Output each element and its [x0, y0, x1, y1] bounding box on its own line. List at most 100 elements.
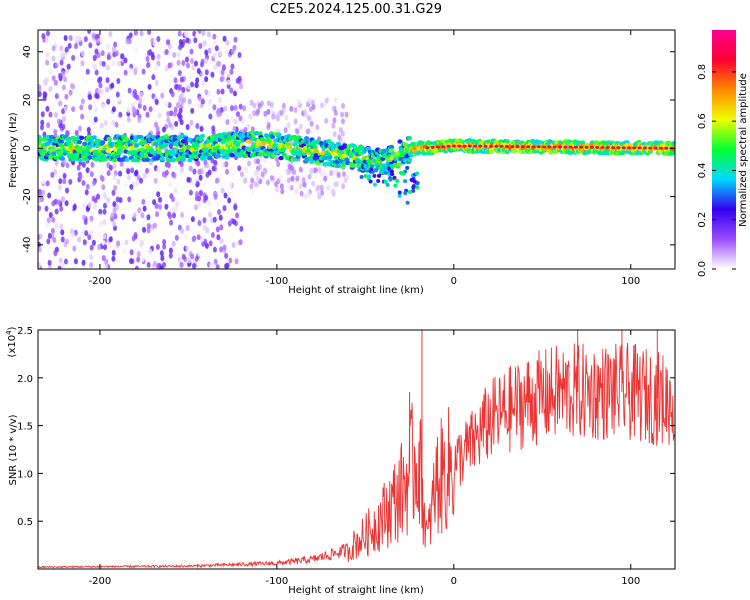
- spectrogram-cell: [220, 88, 225, 95]
- spectrogram-cell: [103, 120, 108, 127]
- spectrogram-cell: [153, 177, 158, 184]
- spectrogram-cell: [187, 257, 192, 264]
- spectrogram-cell: [281, 102, 286, 109]
- spectrogram-cell: [102, 191, 107, 198]
- spectrogram-cell: [84, 230, 89, 237]
- spectrogram-cell: [286, 122, 291, 129]
- spectrogram-cell: [173, 77, 178, 84]
- spectrogram-cell: [179, 261, 184, 268]
- spectrogram-cell: [284, 114, 289, 121]
- spectrogram-cell: [64, 93, 69, 100]
- spectrogram-cell: [148, 106, 153, 113]
- spectrogram-cell: [78, 135, 85, 141]
- spectrogram-cell: [401, 171, 406, 176]
- spectrogram-cell: [338, 126, 343, 133]
- spectrogram-cell: [56, 118, 61, 125]
- spectrogram-cell: [286, 150, 291, 157]
- spectrogram-cell: [141, 198, 146, 205]
- spectrogram-cell: [315, 124, 320, 131]
- spectrogram-cell: [504, 139, 510, 144]
- spectrogram-cell: [91, 135, 97, 140]
- spectrogram-cell: [145, 62, 150, 69]
- spectrogram-cell: [137, 116, 142, 123]
- spectrogram-cell: [53, 112, 58, 119]
- spectrogram-cell: [605, 146, 610, 149]
- spectrogram-cell: [222, 205, 227, 212]
- snr-scale-factor: (x104): [5, 326, 18, 357]
- spectrogram-cell: [123, 57, 128, 64]
- spectrogram-cell: [135, 180, 140, 187]
- spectrogram-cell: [116, 240, 121, 247]
- spectrogram-cell: [188, 189, 193, 196]
- spectrogram-cell: [397, 139, 403, 144]
- spectrogram-cell: [269, 175, 274, 182]
- spectrogram-cell: [169, 110, 174, 117]
- spectrogram-cell: [179, 92, 184, 99]
- spectrogram-cell: [136, 256, 141, 263]
- spectrogram-cell: [137, 207, 142, 214]
- spectrogram-cell: [220, 120, 225, 127]
- spectrogram-cell: [112, 221, 117, 228]
- spectrogram-cell: [232, 90, 237, 97]
- spectrogram-cell: [142, 205, 147, 212]
- spectrogram-cell: [363, 164, 368, 169]
- spectrogram-cell: [192, 168, 197, 175]
- spectrogram-cell: [152, 199, 157, 206]
- spectrogram-cell: [38, 91, 42, 98]
- spectrogram-cell: [62, 178, 67, 185]
- spectrogram-cell: [241, 118, 246, 125]
- spectrogram-cell: [162, 243, 167, 250]
- spectrogram-cell: [212, 216, 217, 223]
- spectrogram-cell: [133, 69, 138, 76]
- spectrogram-cell: [92, 64, 97, 71]
- spectrogram-cell: [372, 182, 377, 187]
- spectrogram-cell: [215, 264, 220, 269]
- spectrogram-cell: [235, 86, 240, 93]
- spectrogram-cell: [151, 54, 156, 61]
- spectrogram-cell: [219, 76, 224, 83]
- spectrogram-cell: [81, 180, 86, 187]
- spectrogram-cell: [249, 99, 254, 106]
- spectrogram-cell: [140, 212, 145, 219]
- spectrogram-cell: [155, 211, 160, 218]
- spectrogram-cell: [222, 35, 227, 42]
- spectrogram-cell: [399, 148, 405, 153]
- spectrogram-cell: [83, 218, 88, 225]
- spectrogram-cell: [57, 265, 62, 269]
- spectrogram-cell: [298, 183, 303, 190]
- spectrogram-cell: [51, 216, 56, 223]
- spectrogram-cell: [71, 106, 76, 113]
- spectrogram-cell: [224, 112, 229, 119]
- spectrogram-cell: [166, 116, 171, 123]
- y-tick-label: 40: [22, 45, 33, 58]
- spectrogram-cell: [160, 98, 165, 105]
- spectrogram-cell: [396, 162, 402, 167]
- spectrogram-cell: [177, 84, 182, 91]
- spectrogram-cell: [167, 102, 172, 109]
- spectrogram-cell: [664, 146, 669, 150]
- spectrogram-cell: [180, 228, 185, 235]
- spectrogram-cell: [174, 83, 179, 90]
- spectrogram-cell: [46, 122, 51, 129]
- spectrogram-cell: [626, 146, 631, 150]
- spectrogram-cell: [113, 184, 118, 191]
- spectrogram-cell: [94, 69, 99, 76]
- spectrogram-cell: [133, 170, 138, 177]
- spectrogram-cell: [65, 187, 70, 194]
- spectrogram-y-axis-label: Frequency (Hz): [8, 112, 19, 188]
- spectrogram-cell: [372, 173, 377, 178]
- snr-marks: [38, 330, 675, 569]
- spectrogram-cell: [99, 122, 104, 129]
- spectrogram-cell: [279, 183, 284, 190]
- spectrogram-cell: [93, 197, 98, 204]
- spectrogram-cell: [97, 77, 102, 84]
- spectrogram-cell: [114, 121, 119, 128]
- spectrogram-cell: [344, 157, 350, 162]
- spectrogram-cell: [61, 70, 66, 77]
- spectrogram-cell: [611, 146, 616, 150]
- spectrogram-cell: [189, 155, 195, 161]
- spectrogram-cell: [359, 174, 364, 179]
- spectrogram-cell: [212, 246, 217, 253]
- spectrogram-cell: [397, 193, 402, 198]
- spectrogram-cell: [368, 179, 373, 184]
